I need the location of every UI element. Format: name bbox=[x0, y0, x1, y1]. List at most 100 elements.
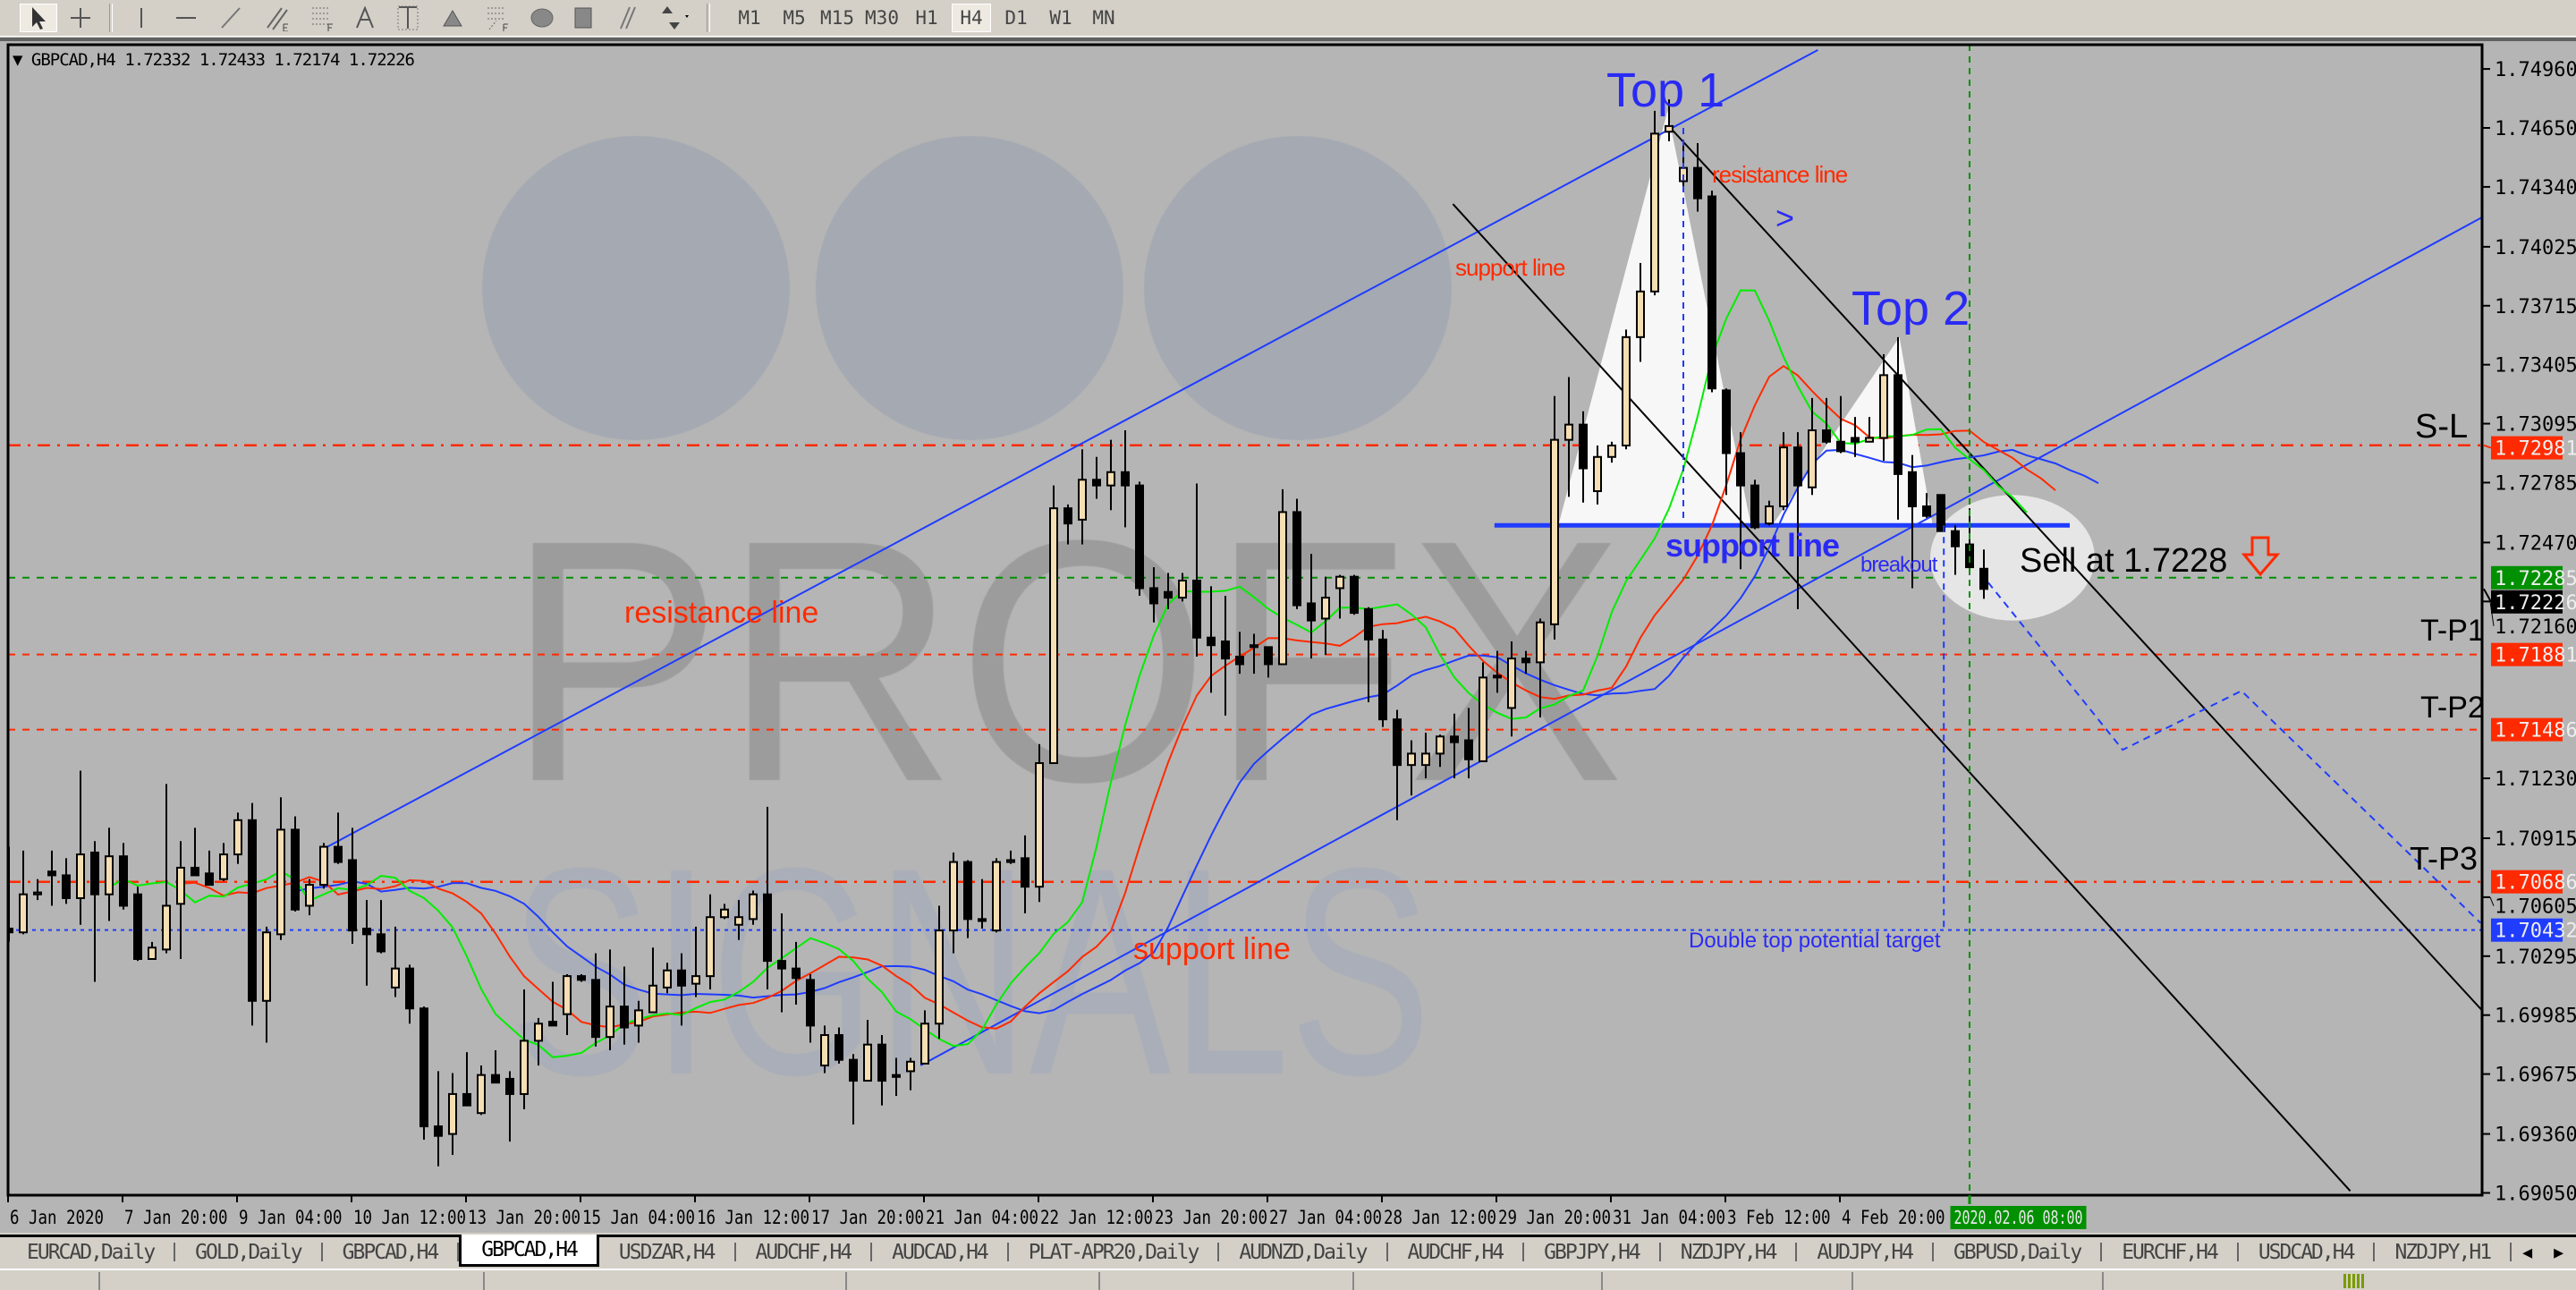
price-tick-label: 1.70295 bbox=[2495, 946, 2576, 969]
candle bbox=[1536, 618, 1545, 718]
chart-tab[interactable]: NZDJPY,H1 bbox=[2375, 1241, 2512, 1264]
bear-candle-body bbox=[1836, 440, 1845, 453]
support-line-label: support line bbox=[1455, 254, 1565, 281]
price-tag-box bbox=[2491, 565, 2563, 590]
bull-candle-body bbox=[520, 1040, 529, 1095]
candle bbox=[1464, 708, 1473, 779]
chart-tab[interactable]: AUDCHF,H4 bbox=[1388, 1241, 1525, 1264]
candle bbox=[1894, 336, 1902, 520]
bull-candle-body bbox=[1335, 575, 1344, 590]
chart-tab[interactable]: GBPCAD,H4 bbox=[459, 1235, 599, 1267]
bull-candle-body bbox=[949, 861, 958, 932]
alligator-lips-line bbox=[108, 289, 2028, 1058]
chart-tab[interactable]: GBPCAD,H4 bbox=[323, 1241, 460, 1264]
price-axis[interactable]: 1.74960 1.74650 1.74340 1.74025 1.73715 1.734… bbox=[2482, 59, 2576, 1205]
candle bbox=[1693, 143, 1702, 212]
bear-candle-body bbox=[362, 927, 371, 936]
candle bbox=[1192, 483, 1201, 657]
candle bbox=[892, 1057, 901, 1097]
bull-candle-body bbox=[262, 931, 271, 1002]
take-profit-1-label: T-P1 bbox=[2420, 614, 2485, 648]
chart-tab[interactable]: EURCAD,Daily bbox=[7, 1241, 176, 1264]
resistance-line-big-label: resistance line bbox=[624, 596, 819, 630]
candle bbox=[1493, 650, 1502, 693]
chart-tab[interactable]: GOLD,Daily bbox=[175, 1241, 323, 1264]
time-axis[interactable]: 6 Jan 2020 7 Jan 20:00 9 Jan 04:00 10 Jan 1… bbox=[7, 1195, 2087, 1229]
bear-candle-body bbox=[1951, 530, 1960, 547]
bear-candle-body bbox=[777, 960, 786, 970]
bull-candle-body bbox=[1035, 762, 1044, 888]
candle bbox=[606, 949, 614, 1051]
collapse-triangle-icon[interactable]: ▼ bbox=[13, 50, 22, 70]
bull-candle-body bbox=[76, 853, 85, 899]
tab-scroll-right-icon[interactable]: ▸ bbox=[2554, 1240, 2564, 1263]
trendline bbox=[1452, 203, 2351, 1192]
bull-candle-body bbox=[534, 1023, 543, 1042]
bull-candle-body bbox=[1278, 511, 1287, 666]
trendline bbox=[319, 48, 1818, 852]
bear-candle-body bbox=[1292, 511, 1301, 607]
price-tag-label: 1.71486 bbox=[2495, 720, 2576, 743]
trendline bbox=[919, 216, 2482, 1066]
candle bbox=[1593, 446, 1602, 505]
tab-scroll-left-icon[interactable]: ◂ bbox=[2522, 1240, 2533, 1263]
price-tick-label: 1.72160 bbox=[2495, 616, 2576, 639]
chart-tab[interactable]: AUDNZD,Daily bbox=[1219, 1241, 1388, 1264]
bear-candle-body bbox=[119, 855, 128, 907]
time-tick-label: 22 Jan 12:00 bbox=[1040, 1207, 1153, 1228]
bear-candle-body bbox=[1092, 479, 1101, 487]
chart-tab[interactable]: AUDCAD,H4 bbox=[872, 1241, 1009, 1264]
price-tag-label: 1.72981 bbox=[2495, 438, 2576, 461]
time-tick-label: 28 Jan 12:00 bbox=[1384, 1207, 1496, 1228]
candle bbox=[978, 878, 987, 929]
candle bbox=[1021, 835, 1030, 913]
connection-status-icon[interactable] bbox=[2343, 1274, 2365, 1288]
status-divider bbox=[1098, 1272, 1100, 1290]
bull-candle-body bbox=[233, 819, 242, 856]
chart-tab[interactable]: GBPJPY,H4 bbox=[1524, 1241, 1661, 1264]
bull-candle-body bbox=[1665, 124, 1674, 133]
candle bbox=[1350, 574, 1359, 615]
bear-candle-body bbox=[548, 1021, 557, 1027]
chart-tab[interactable]: USDCAD,H4 bbox=[2239, 1241, 2376, 1264]
candle bbox=[1178, 573, 1187, 602]
bear-candle-body bbox=[1464, 739, 1473, 760]
chart-tab[interactable]: AUDJPY,H4 bbox=[1797, 1241, 1935, 1264]
chart-tab[interactable]: EURCHF,H4 bbox=[2102, 1241, 2239, 1264]
bear-candle-body bbox=[1922, 505, 1931, 517]
candle bbox=[1250, 633, 1258, 675]
bull-candle-body bbox=[734, 916, 743, 926]
chart-tab[interactable]: GBPUSD,Daily bbox=[1934, 1241, 2103, 1264]
bear-candle-body bbox=[1693, 166, 1702, 199]
chart-tab[interactable]: USDZAR,H4 bbox=[599, 1241, 736, 1264]
chart-tab[interactable]: NZDJPY,H4 bbox=[1661, 1241, 1798, 1264]
vertical-lines bbox=[1682, 45, 1970, 1195]
bear-candle-body bbox=[1979, 567, 1988, 590]
bull-candle-body bbox=[176, 866, 185, 905]
sell-label: Sell at 1.7228 bbox=[2020, 542, 2228, 580]
price-tick-leader bbox=[2489, 601, 2495, 626]
bear-candle-body bbox=[191, 866, 199, 877]
price-chart[interactable]: 1.74960 1.74650 1.74340 1.74025 1.73715 1.734… bbox=[0, 0, 2576, 1235]
candle bbox=[405, 964, 414, 1024]
chart-tab[interactable]: AUDCHF,H4 bbox=[736, 1241, 873, 1264]
horizontal-levels bbox=[8, 444, 2482, 931]
candle bbox=[1908, 454, 1917, 589]
bear-candle-body bbox=[1936, 494, 1945, 532]
bear-candle-body bbox=[62, 874, 71, 899]
candle bbox=[963, 860, 972, 938]
bear-candle-body bbox=[248, 819, 257, 1002]
bull-candle-body bbox=[992, 861, 1001, 932]
candle bbox=[1550, 395, 1559, 640]
bear-candle-body bbox=[1965, 543, 1974, 569]
chart-tab[interactable]: PLAT-APR20,Daily bbox=[1009, 1241, 1220, 1264]
time-tick-label: 27 Jan 04:00 bbox=[1269, 1207, 1382, 1228]
candle bbox=[548, 981, 557, 1027]
bull-candle-body bbox=[1436, 735, 1445, 755]
price-tick-label: 1.74025 bbox=[2495, 237, 2576, 259]
candle bbox=[1307, 554, 1316, 659]
candle bbox=[949, 852, 958, 954]
candle bbox=[1364, 607, 1373, 703]
bull-candle-body bbox=[1879, 374, 1888, 439]
bull-candle-body bbox=[935, 929, 944, 1025]
